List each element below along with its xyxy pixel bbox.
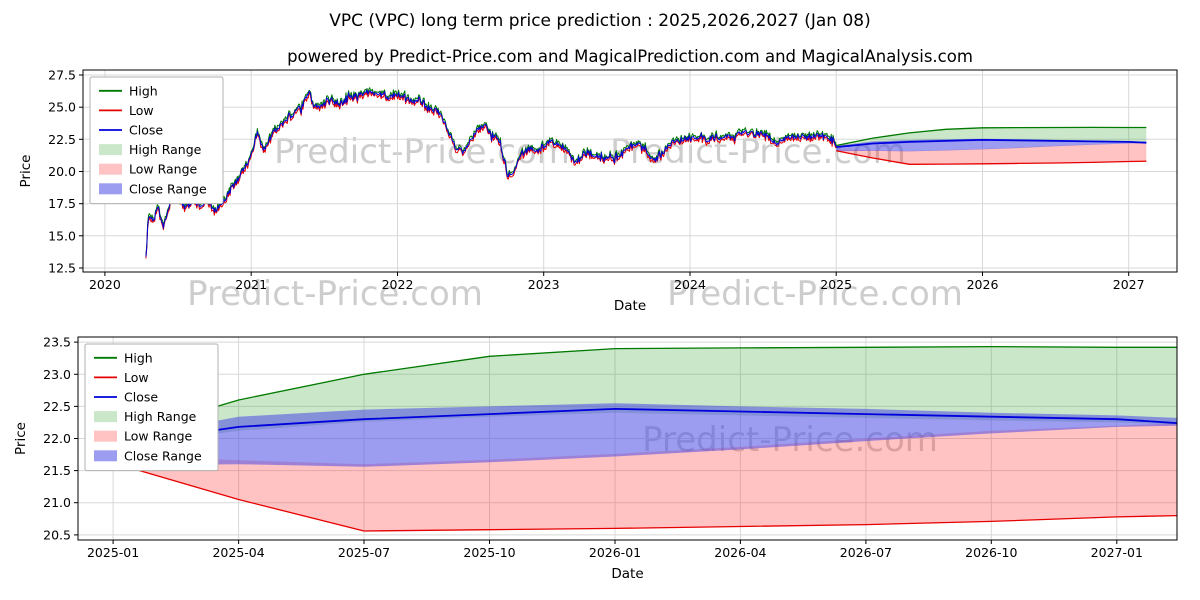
legend-label: Close Range xyxy=(124,448,202,463)
y-tick-label: 27.5 xyxy=(48,68,76,83)
prediction-low-line xyxy=(836,150,1147,165)
y-tick-label: 20.0 xyxy=(48,164,76,179)
legend-label: High xyxy=(124,350,153,365)
legend-item: High Range xyxy=(94,409,197,424)
axis-ticks: 2020 2021 2022 2023 2024 2025 2026 2027 12.5 15.0… xyxy=(48,68,1144,293)
x-tick-label: 2026-04 xyxy=(714,545,766,560)
x-tick-label: 2022 xyxy=(382,277,414,292)
chart-top: 2020 2021 2022 2023 2024 2025 2026 2027 12.5 15.0… xyxy=(18,68,1178,314)
y-axis-label: Price xyxy=(13,422,29,455)
legend-patch-swatch xyxy=(94,450,117,462)
x-tick-label: 2025-10 xyxy=(463,545,515,560)
x-axis-label: Date xyxy=(611,566,643,582)
legend-label: Low xyxy=(129,103,154,118)
x-tick-label: 2024 xyxy=(674,277,706,292)
x-tick-label: 2027 xyxy=(1113,277,1145,292)
prediction-close-line xyxy=(836,138,1147,148)
legend-item: Low xyxy=(94,370,149,385)
y-tick-label: 22.5 xyxy=(48,132,76,147)
legend-label: Low xyxy=(124,370,149,385)
legend-item: High Range xyxy=(99,142,202,157)
legend-label: Close xyxy=(129,123,163,138)
legend: High Low Close High Range Low Range Close Ran… xyxy=(89,76,224,205)
prediction-close-line xyxy=(112,407,1178,446)
x-tick-label: 2025-07 xyxy=(338,545,390,560)
legend-box xyxy=(89,76,224,205)
grid xyxy=(83,70,1177,272)
low-range-band xyxy=(836,142,1147,165)
axis-ticks: 2025-01 2025-04 2025-07 2025-10 2026-01 2026-… xyxy=(43,335,1143,560)
chart-title: VPC (VPC) long term price prediction : 2… xyxy=(329,11,871,31)
close-line xyxy=(145,89,837,257)
x-tick-label: 2025-04 xyxy=(212,545,264,560)
legend-item: High xyxy=(94,350,153,365)
legend-item: Low Range xyxy=(94,429,193,444)
chart-subtitle: powered by Predict-Price.com and Magical… xyxy=(287,47,973,66)
x-tick-label: 2023 xyxy=(528,277,560,292)
x-tick-label: 2025 xyxy=(820,277,852,292)
legend-item: Low Range xyxy=(99,162,198,177)
y-tick-label: 23.0 xyxy=(43,367,71,382)
y-tick-label: 25.0 xyxy=(48,100,76,115)
legend-item: Low xyxy=(99,103,154,118)
y-tick-label: 22.5 xyxy=(43,399,71,414)
low-range-band xyxy=(113,423,1178,531)
x-tick-label: 2026-07 xyxy=(840,545,892,560)
x-axis-label: Date xyxy=(614,298,646,314)
y-tick-label: 17.5 xyxy=(48,196,76,211)
y-tick-label: 23.5 xyxy=(43,335,71,350)
x-tick-label: 2027-01 xyxy=(1091,545,1143,560)
x-tick-label: 2021 xyxy=(235,277,267,292)
legend-label: High Range xyxy=(124,409,197,424)
prediction-high-line xyxy=(836,126,1147,147)
legend-item: Close xyxy=(94,390,158,405)
x-tick-label: 2020 xyxy=(89,277,121,292)
y-tick-label: 21.0 xyxy=(43,495,71,510)
high-range-band xyxy=(836,127,1147,148)
prediction-low-line xyxy=(112,462,1178,532)
legend-item: Close Range xyxy=(99,181,207,196)
legend-label: Low Range xyxy=(129,162,198,177)
legend-item: Close xyxy=(99,123,163,138)
x-tick-label: 2026-01 xyxy=(589,545,641,560)
x-tick-label: 2025-01 xyxy=(87,545,139,560)
legend-patch-swatch xyxy=(94,430,117,442)
legend-patch-swatch xyxy=(99,163,122,175)
legend-label: High Range xyxy=(129,142,202,157)
legend-label: Close xyxy=(124,390,158,405)
legend-patch-swatch xyxy=(94,411,117,423)
legend-label: High xyxy=(129,83,158,98)
x-tick-label: 2026-10 xyxy=(965,545,1017,560)
high-range-band xyxy=(113,346,1178,448)
y-tick-label: 20.5 xyxy=(43,527,71,542)
legend-patch-swatch xyxy=(99,183,122,195)
y-tick-label: 15.0 xyxy=(48,228,76,243)
y-axis-label: Price xyxy=(18,155,34,188)
legend-item: Close Range xyxy=(94,448,202,463)
legend: High Low Close High Range Low Range Close Ran… xyxy=(84,343,219,472)
y-tick-label: 21.5 xyxy=(43,463,71,478)
x-tick-label: 2026 xyxy=(967,277,999,292)
watermark-text: Predict-Price.com xyxy=(667,274,963,314)
legend-item: High xyxy=(99,83,158,98)
y-tick-label: 22.0 xyxy=(43,431,71,446)
y-tick-label: 12.5 xyxy=(48,261,76,276)
prediction-high-line xyxy=(112,345,1177,438)
low-line xyxy=(145,91,837,259)
legend-box xyxy=(84,343,219,472)
watermark-text: Predict-Price.com xyxy=(187,274,483,314)
legend-patch-swatch xyxy=(99,144,122,156)
chart-bottom: 2025-01 2025-04 2025-07 2025-10 2026-01 2026-… xyxy=(13,335,1178,582)
legend-label: Close Range xyxy=(129,181,207,196)
legend-label: Low Range xyxy=(124,429,193,444)
